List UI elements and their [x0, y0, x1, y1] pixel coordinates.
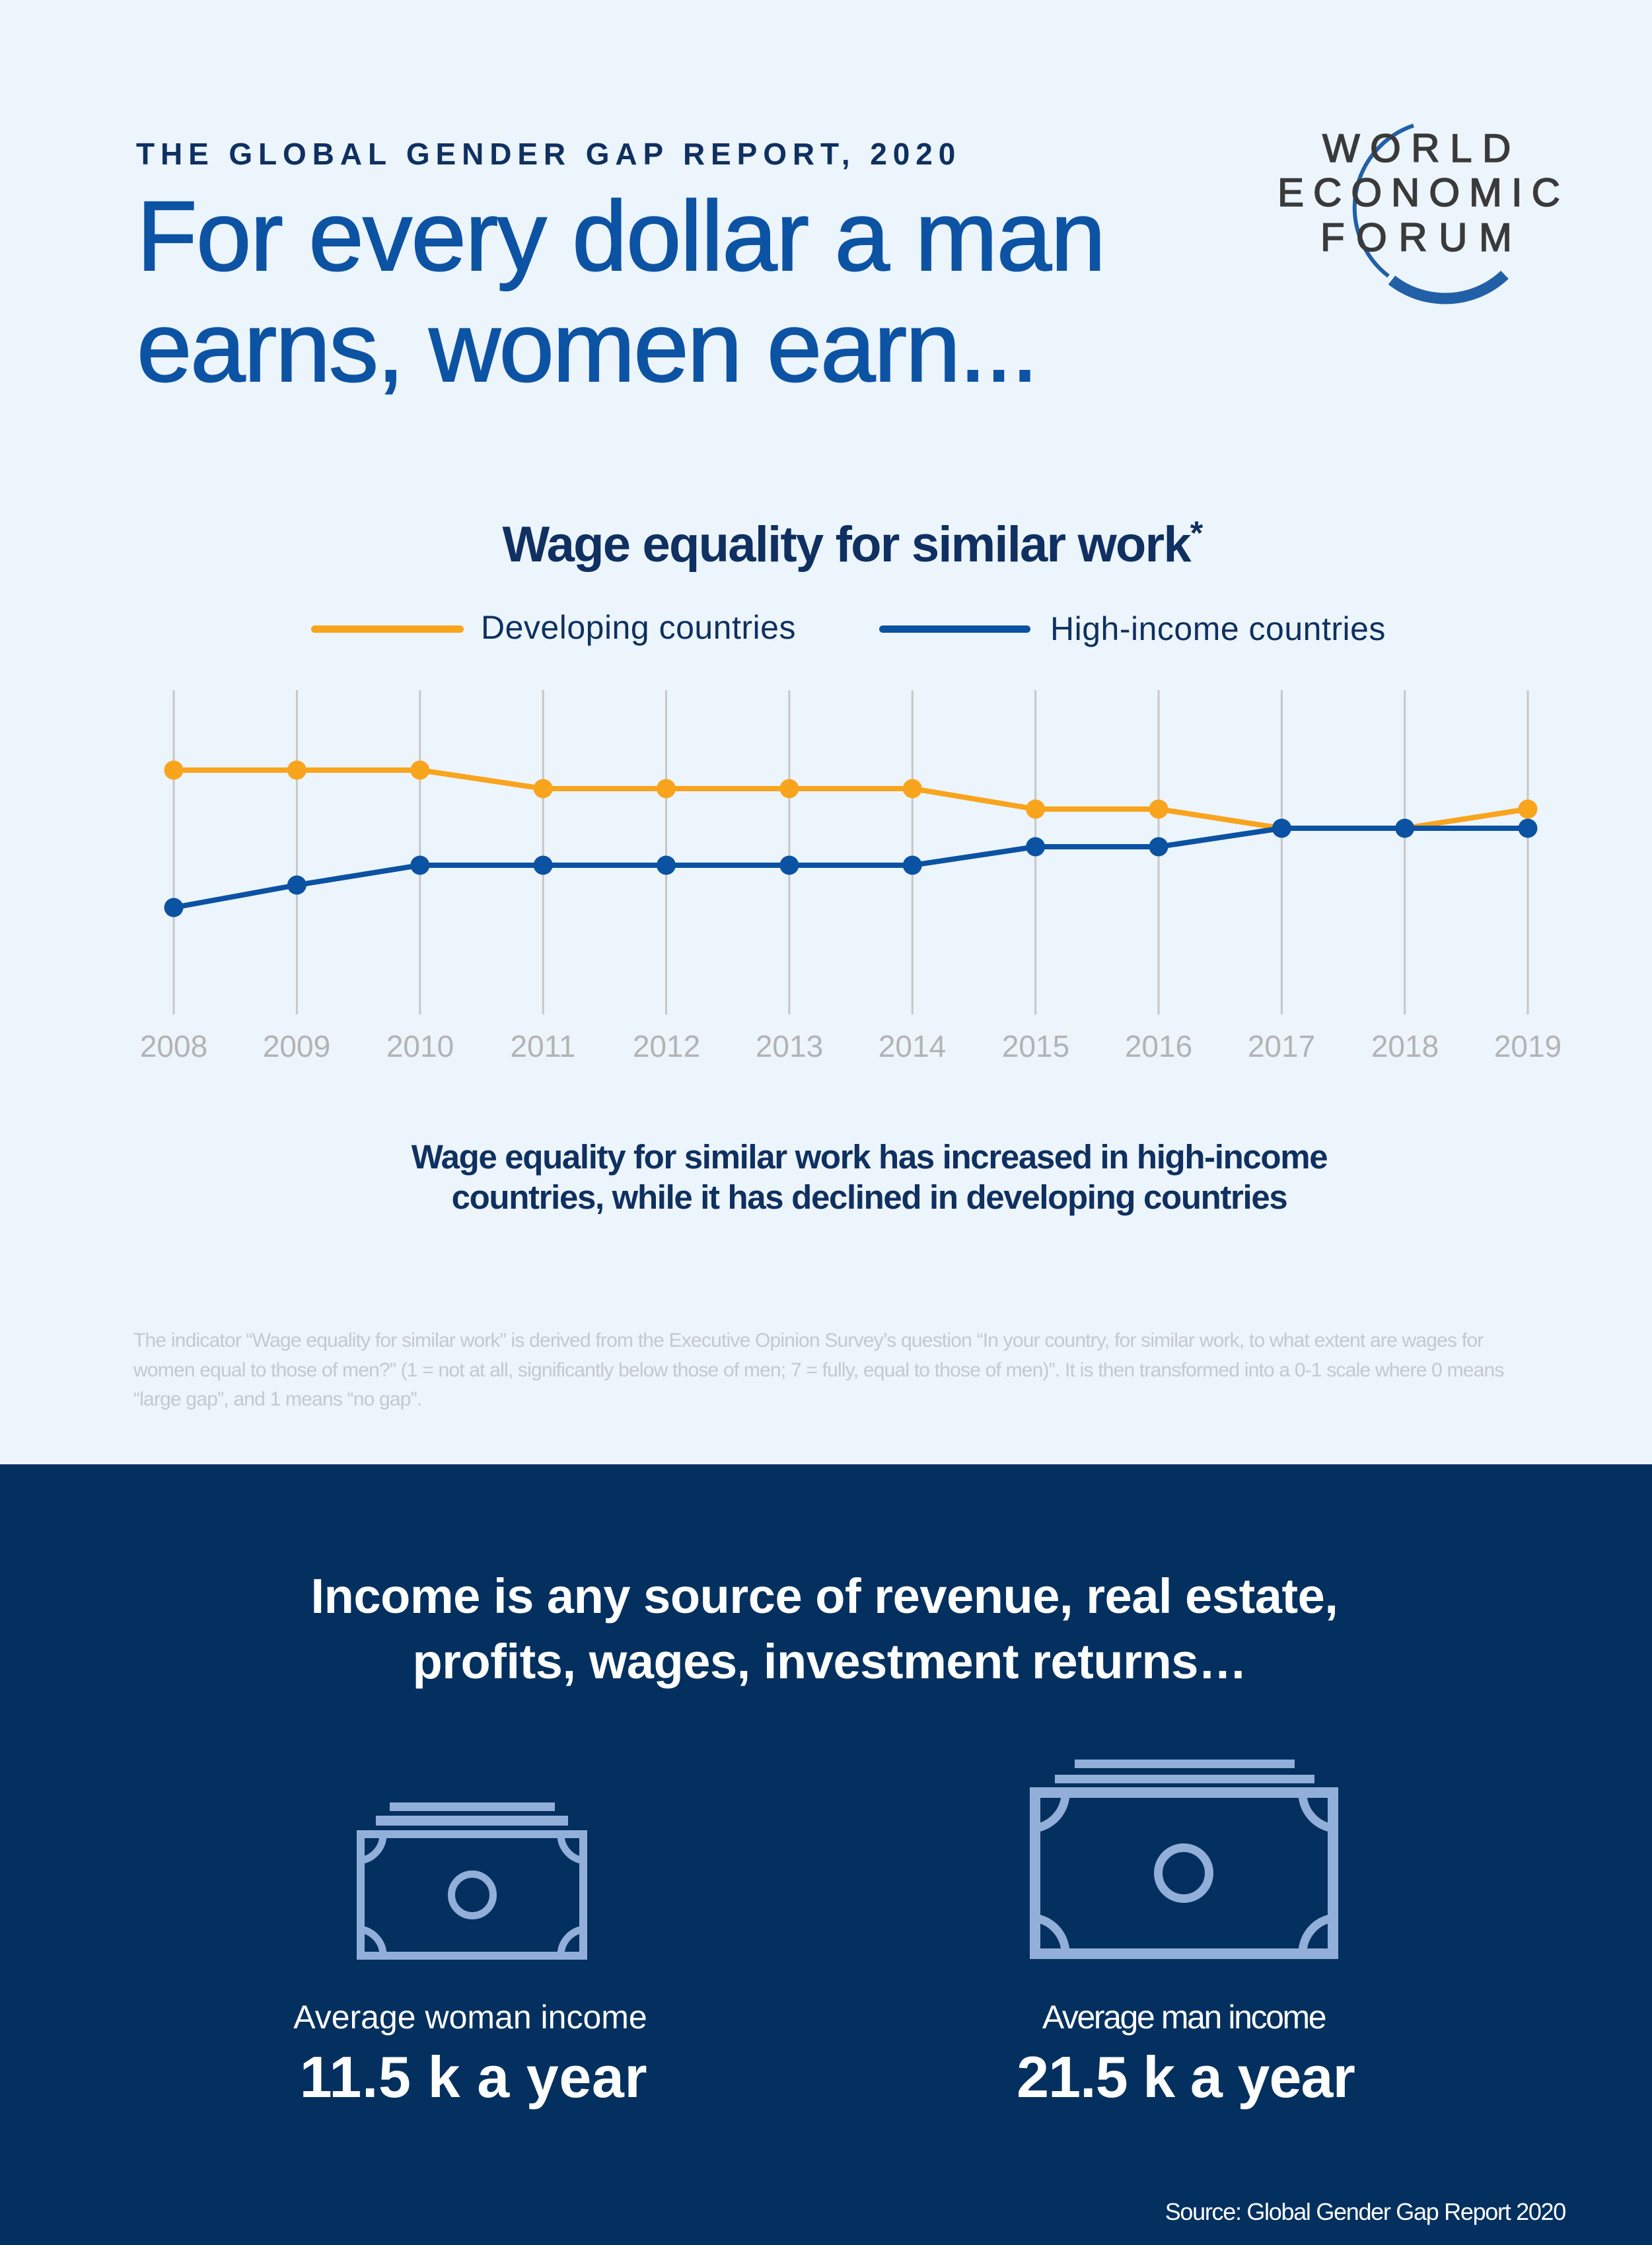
svg-text:WORLD: WORLD — [1322, 126, 1521, 170]
svg-text:ECONOMIC: ECONOMIC — [1277, 170, 1569, 215]
svg-text:FORUM: FORUM — [1320, 215, 1523, 260]
